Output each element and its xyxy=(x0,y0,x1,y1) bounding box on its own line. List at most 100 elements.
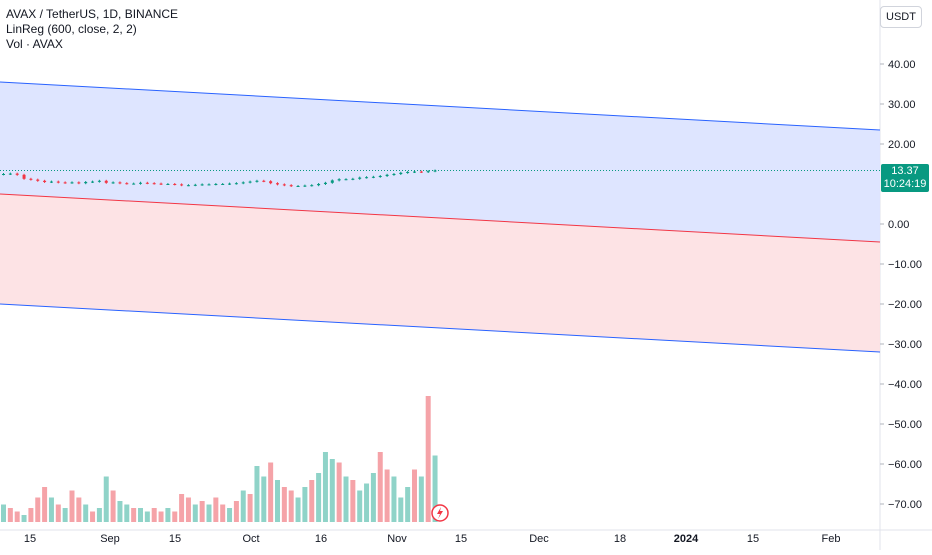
volume-bar xyxy=(364,483,370,522)
volume-bar xyxy=(131,508,137,522)
candle-body xyxy=(36,179,40,181)
candle-body xyxy=(111,182,115,184)
volume-bar xyxy=(110,490,116,522)
candle-body xyxy=(132,183,136,185)
volume-bar xyxy=(206,504,212,522)
time-tick-label: Nov xyxy=(387,533,407,545)
candle-body xyxy=(152,183,156,185)
price-tick-label: −50.00 xyxy=(888,419,922,431)
candle-body xyxy=(166,184,170,185)
volume-bar xyxy=(398,497,404,522)
linreg-lower-fill xyxy=(0,194,880,352)
price-tick-label: −10.00 xyxy=(888,259,922,271)
candle-body xyxy=(255,180,259,182)
candle-body xyxy=(56,181,60,183)
symbol-title[interactable]: AVAX / TetherUS, 1D, BINANCE xyxy=(6,7,179,21)
linreg-upper-line xyxy=(0,81,881,131)
candle-body xyxy=(8,173,12,175)
volume-bar xyxy=(425,396,431,522)
volume-bar xyxy=(227,508,233,522)
bar-countdown: 10:24:19 xyxy=(883,178,927,190)
candle-body xyxy=(22,174,26,179)
candle-body xyxy=(186,185,190,187)
candle-body xyxy=(289,185,293,187)
candle-body xyxy=(406,172,410,173)
time-tick-label: Dec xyxy=(529,533,549,545)
lightning-icon-bolt xyxy=(437,507,443,519)
time-tick-label: 15 xyxy=(24,533,36,545)
volume-bar xyxy=(357,490,363,522)
candle-body xyxy=(200,184,204,186)
lightning-icon[interactable] xyxy=(431,504,449,522)
candle-body xyxy=(371,176,375,178)
volume-bar xyxy=(329,459,335,522)
time-tick-label: 15 xyxy=(455,533,467,545)
volume-bar xyxy=(432,455,438,522)
volume-bar xyxy=(405,487,411,522)
time-tick-label: 18 xyxy=(614,533,626,545)
volume-bar xyxy=(158,511,164,522)
time-tick-label: Oct xyxy=(242,533,259,545)
candle-body xyxy=(337,179,341,181)
volume-bar xyxy=(199,501,205,522)
linreg-indicator-label[interactable]: LinReg (600, close, 2, 2) xyxy=(6,22,137,36)
volume-bar xyxy=(288,490,294,522)
candle-body xyxy=(118,182,122,184)
volume-indicator-label[interactable]: Vol · AVAX xyxy=(6,37,63,51)
volume-bar xyxy=(124,504,130,522)
time-tick-label: 15 xyxy=(747,533,759,545)
volume-bar xyxy=(165,508,171,522)
linreg-upper-fill xyxy=(0,82,880,242)
candle-body xyxy=(228,183,232,185)
volume-bar xyxy=(83,504,89,522)
volume-bar xyxy=(1,504,6,522)
volume-bar xyxy=(254,466,260,522)
candle-body xyxy=(77,182,81,184)
volume-bar xyxy=(48,497,54,522)
candle-body xyxy=(125,183,129,185)
volume-bar xyxy=(213,497,219,522)
time-tick-label: 15 xyxy=(169,533,181,545)
volume-bar xyxy=(179,494,185,522)
candle-body xyxy=(426,171,430,173)
volume-bar xyxy=(370,473,376,522)
candle-body xyxy=(91,181,95,183)
volume-bar xyxy=(418,476,424,522)
candle-body xyxy=(145,182,149,184)
volume-bar xyxy=(192,504,198,522)
candle-body xyxy=(378,176,382,177)
candle-body xyxy=(296,186,300,187)
volume-bar xyxy=(117,501,123,522)
currency-button[interactable]: USDT xyxy=(880,6,922,28)
candle-body xyxy=(385,174,389,176)
volume-bar xyxy=(14,511,20,522)
price-tick-label: −20.00 xyxy=(888,299,922,311)
candle-body xyxy=(282,184,286,186)
volume-bar xyxy=(90,511,96,522)
price-tick-label: −60.00 xyxy=(888,459,922,471)
price-tick-label: 40.00 xyxy=(888,59,916,71)
volume-bar xyxy=(336,462,342,522)
time-tick-label: 2024 xyxy=(674,533,699,545)
candle-body xyxy=(234,183,238,185)
volume-bar xyxy=(144,511,150,522)
volume-bar xyxy=(172,511,178,522)
candle-body xyxy=(351,178,355,180)
volume-bar xyxy=(295,497,301,522)
volume-bar xyxy=(268,462,274,522)
candle-body xyxy=(399,172,403,174)
candle-body xyxy=(419,171,423,173)
candle-body xyxy=(330,180,334,183)
candle-body xyxy=(358,177,362,179)
candle-body xyxy=(241,182,245,184)
volume-bar xyxy=(151,508,157,522)
candle-body xyxy=(29,178,33,180)
volume-bar xyxy=(247,494,253,522)
candle-body xyxy=(323,182,327,184)
candle-body xyxy=(84,182,88,184)
volume-bar xyxy=(240,490,246,522)
volume-bar xyxy=(220,504,226,522)
volume-bar xyxy=(391,476,397,522)
